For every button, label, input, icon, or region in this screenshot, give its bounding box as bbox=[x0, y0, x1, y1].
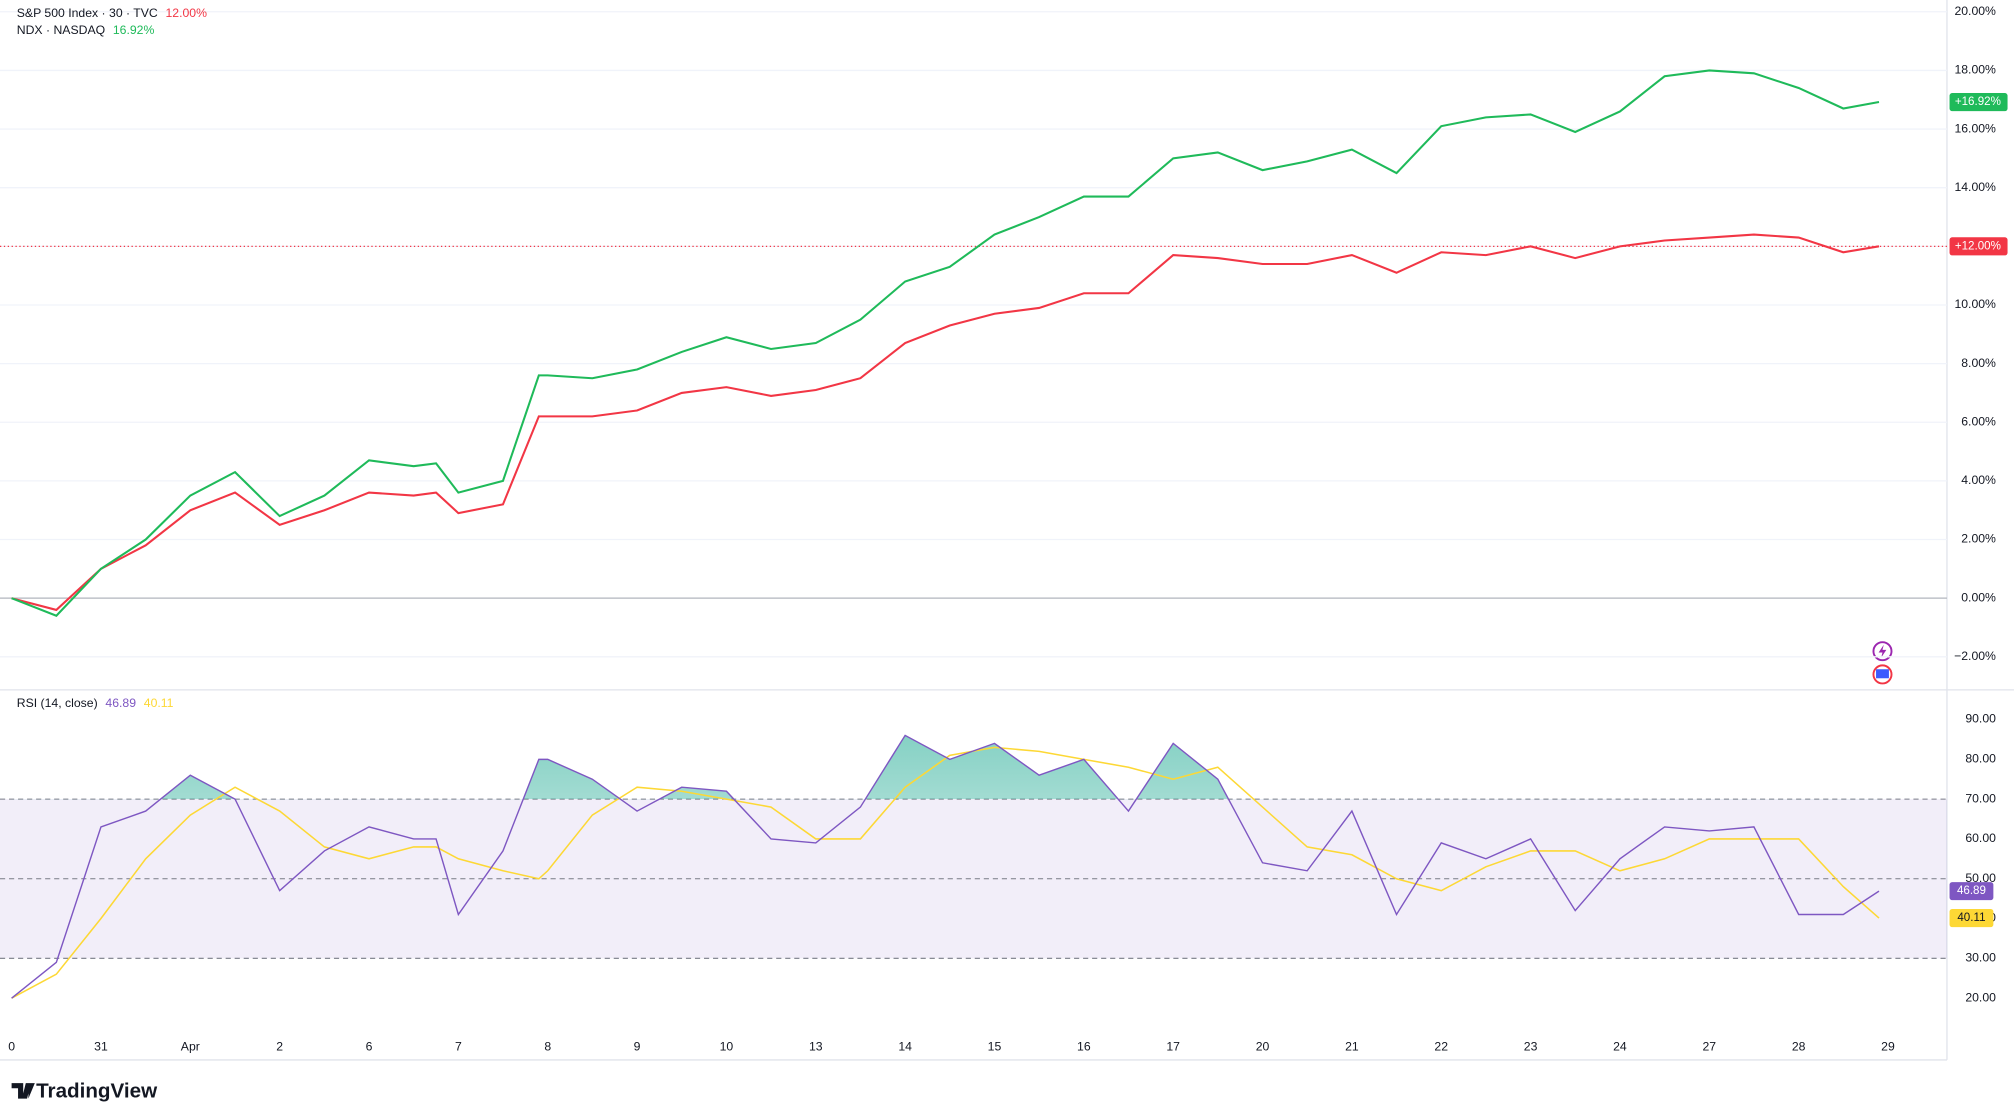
series-line bbox=[11, 69, 1880, 617]
x-tick-label: 7 bbox=[455, 1039, 462, 1053]
price-box bbox=[1949, 237, 2008, 256]
x-tick-label: 6 bbox=[366, 1039, 373, 1053]
x-tick-label: 15 bbox=[988, 1039, 1002, 1053]
value-box-label: 40.11 bbox=[1957, 911, 1985, 924]
y-tick-label: 90.00 bbox=[1965, 712, 1996, 726]
y-tick-label: 30.00 bbox=[1965, 951, 1996, 965]
value-box bbox=[1949, 909, 1994, 928]
x-tick-label: 8 bbox=[544, 1039, 551, 1053]
y-tick-label: 10.00% bbox=[1954, 297, 1996, 311]
y-tick-label: 14.00% bbox=[1954, 180, 1996, 194]
x-tick-label: 20 bbox=[1256, 1039, 1270, 1053]
value-box-label: 46.89 bbox=[1957, 884, 1986, 897]
y-tick-label: 20.00 bbox=[1965, 990, 1996, 1004]
legend-entry: RSI (14, close) 46.89 40.11 bbox=[17, 696, 174, 710]
x-tick-label: 16 bbox=[1077, 1039, 1091, 1053]
y-tick-label: 6.00% bbox=[1961, 414, 1996, 428]
overbought-fill bbox=[160, 735, 1229, 800]
legend-name: RSI (14, close) bbox=[17, 696, 98, 710]
price-box bbox=[1949, 93, 2008, 112]
price-box-label: +12.00% bbox=[1955, 239, 2001, 252]
y-tick-label: 0.00% bbox=[1961, 590, 1996, 604]
legend-name: NDX · NASDAQ bbox=[17, 23, 105, 37]
legend-value: 40.11 bbox=[144, 696, 174, 710]
y-tick-label: 2.00% bbox=[1961, 532, 1996, 546]
rsi-band bbox=[0, 799, 1947, 959]
legend-value: 12.00% bbox=[165, 6, 207, 20]
y-tick-label: 70.00 bbox=[1965, 791, 1996, 805]
x-tick-label: Apr bbox=[181, 1039, 200, 1053]
value-box bbox=[1949, 882, 1994, 901]
x-tick-label: 31 bbox=[94, 1039, 108, 1053]
y-tick-label: 80.00 bbox=[1965, 752, 1996, 766]
flag-icon-body bbox=[1876, 669, 1889, 679]
y-tick-label: −2.00% bbox=[1954, 649, 1996, 663]
x-tick-label: 2 bbox=[276, 1039, 283, 1053]
y-tick-label: 4.00% bbox=[1961, 473, 1996, 487]
series-line bbox=[11, 734, 1880, 999]
x-tick-label: 9 bbox=[634, 1039, 641, 1053]
x-tick-label: 29 bbox=[1881, 1039, 1895, 1053]
legend-name: S&P 500 Index · 30 · TVC bbox=[17, 6, 158, 20]
brand-logo bbox=[11, 1083, 35, 1099]
x-tick-label: 17 bbox=[1166, 1039, 1180, 1053]
x-tick-label: 14 bbox=[898, 1039, 912, 1053]
event-icon-bolt bbox=[1878, 644, 1887, 658]
series-line bbox=[11, 746, 1880, 999]
x-tick-label: 21 bbox=[1345, 1039, 1359, 1053]
x-tick-label: 22 bbox=[1434, 1039, 1448, 1053]
x-tick-label: 13 bbox=[809, 1039, 823, 1053]
y-tick-label: 60.00 bbox=[1965, 831, 1996, 845]
x-tick-label: 24 bbox=[1613, 1039, 1627, 1053]
x-tick-label: 28 bbox=[1792, 1039, 1806, 1053]
series-line bbox=[11, 233, 1880, 612]
y-tick-label: 50.00 bbox=[1965, 871, 1996, 885]
y-tick-label: 18.00% bbox=[1954, 63, 1996, 77]
legend-entry: NDX · NASDAQ 16.92% bbox=[17, 23, 155, 37]
x-tick-label: 10 bbox=[720, 1039, 734, 1053]
x-tick-label: 23 bbox=[1524, 1039, 1538, 1053]
price-box-label: +16.92% bbox=[1955, 95, 2001, 108]
y-tick-label: 20.00% bbox=[1954, 4, 1996, 18]
legend-entry: S&P 500 Index · 30 · TVC 12.00% bbox=[17, 6, 207, 20]
brand: TradingView bbox=[36, 1080, 158, 1103]
legend-value: 46.89 bbox=[105, 696, 136, 710]
legend-value: 16.92% bbox=[113, 23, 155, 37]
y-tick-label: 8.00% bbox=[1961, 356, 1996, 370]
x-tick-label: 27 bbox=[1702, 1039, 1716, 1053]
x-tick-label: 0 bbox=[8, 1039, 15, 1053]
y-tick-label: 16.00% bbox=[1954, 121, 1996, 135]
